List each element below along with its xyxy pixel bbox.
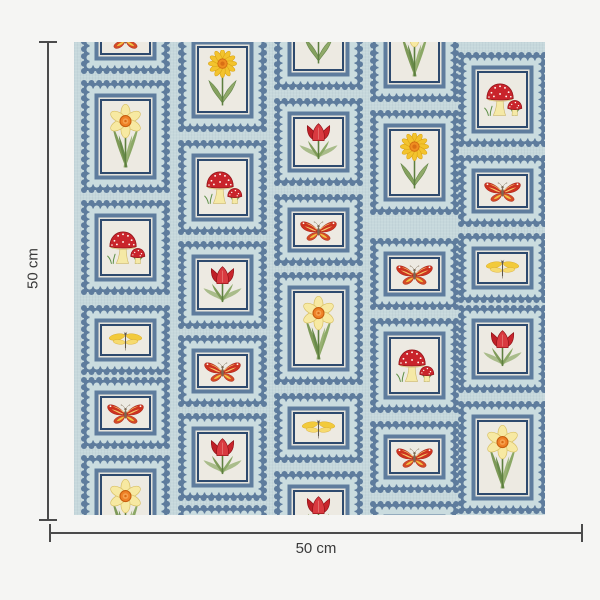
fabric-swatch [74, 42, 545, 515]
stamp-butterfly [370, 421, 459, 493]
stamp-mushroom [178, 505, 267, 515]
stamp-mushroom [81, 200, 170, 295]
stamp-tulip [178, 241, 267, 329]
horizontal-dimension-right-cap [581, 524, 583, 542]
stamp-daffodil [370, 42, 459, 102]
stamp-daffodil [81, 455, 170, 515]
stamp-daffodil [81, 80, 170, 193]
stamp-butterfly [370, 238, 459, 310]
stamp-tulip [274, 98, 363, 186]
stamp-tulip [274, 471, 363, 515]
stamp-sunflower [274, 42, 363, 90]
stamp-tulip [178, 413, 267, 501]
stamp-dragonfly [458, 233, 545, 303]
stamp-tulip [458, 305, 545, 393]
stamp-butterfly [81, 377, 170, 449]
vertical-dimension-line [47, 42, 49, 521]
horizontal-dimension-line [50, 532, 582, 534]
height-dimension-label: 50 cm [24, 248, 42, 289]
stamp-mushroom [458, 52, 545, 147]
stamp-sunflower [370, 110, 459, 215]
stamp-butterfly [274, 194, 363, 266]
stamp-daffodil [458, 401, 545, 514]
stamp-mushroom [370, 318, 459, 413]
stamp-dragonfly [274, 393, 363, 463]
stamp-mushroom [178, 140, 267, 235]
stamp-butterfly [81, 42, 170, 74]
stamp-dragonfly [81, 305, 170, 375]
stamp-butterfly [178, 335, 267, 407]
stamp-daffodil [274, 272, 363, 385]
stamp-sunflower [178, 42, 267, 132]
horizontal-dimension-left-cap [49, 524, 51, 542]
vertical-dimension-bottom-cap [39, 519, 57, 521]
vertical-dimension-top-cap [39, 41, 57, 43]
width-dimension-label: 50 cm [295, 540, 337, 557]
stamp-butterfly [458, 155, 545, 227]
stamp-dragonfly [370, 501, 459, 515]
